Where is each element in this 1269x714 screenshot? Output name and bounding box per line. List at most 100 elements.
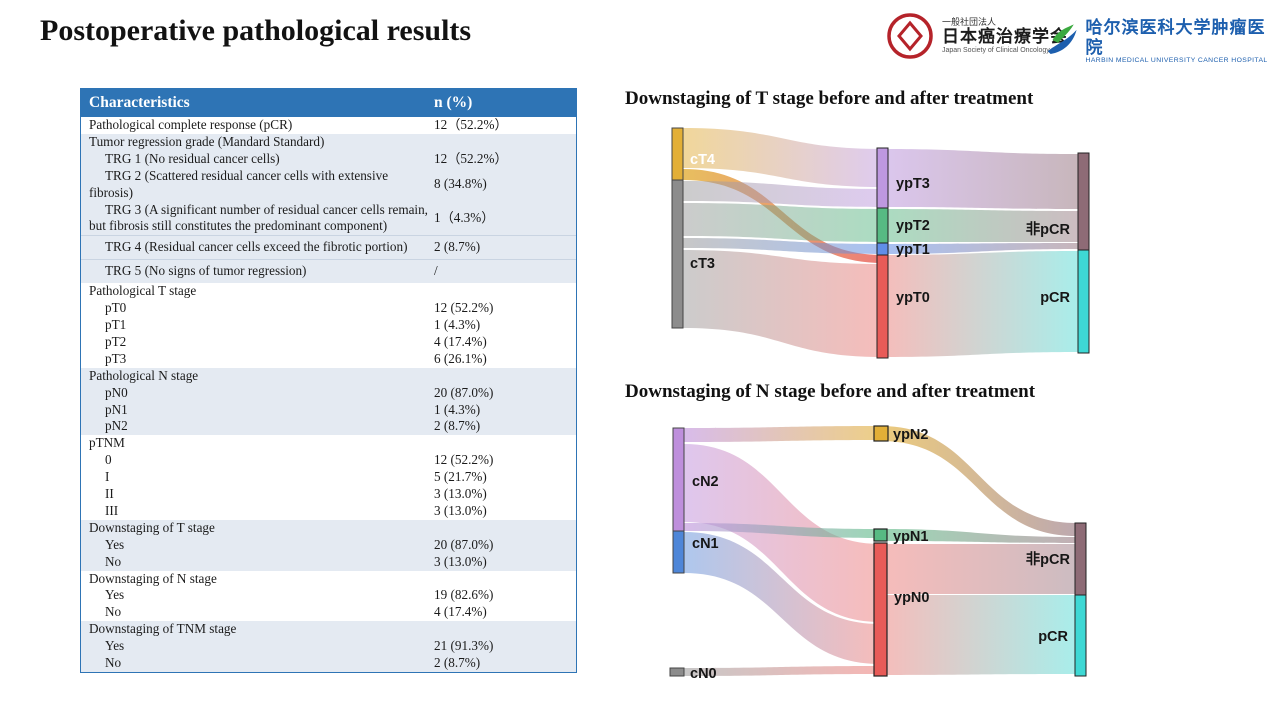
row-value: 4 (17.4%) [434, 604, 487, 620]
row-value: 2 (8.7%) [434, 655, 481, 671]
row-value: 12（52.2%） [434, 150, 508, 166]
row-label: Yes [105, 638, 125, 654]
label-ypT2: ypT2 [896, 218, 930, 234]
flow-ypT1-nonpCR [882, 243, 1079, 254]
row-label: TRG 1 (No residual cancer cells) [105, 150, 280, 166]
flow-cT3-ypT1 [683, 238, 883, 254]
table-row: Pathological N stage [81, 367, 576, 385]
table-row: I 5 (21.7%) [81, 469, 576, 486]
row-label: No [105, 553, 122, 569]
row-label: pT2 [105, 333, 127, 349]
table-row: 0 12 (52.2%) [81, 452, 576, 469]
node-ypT3 [876, 147, 889, 209]
node-nonpCR [1077, 152, 1090, 251]
label-nonpCR: 非pCR [1026, 221, 1071, 238]
table-row: Tumor regression grade (Mandard Standard… [81, 133, 576, 151]
row-label: TRG 4 (Residual cancer cells exceed the … [105, 239, 408, 255]
table-row: Pathological T stage [81, 283, 576, 300]
row-label: pTNM [89, 435, 125, 451]
harbin-line1: 哈尔滨医科大学肿瘤医院 [1085, 18, 1266, 57]
node-ypN1 [873, 528, 888, 542]
node-nonpCR [1074, 522, 1087, 596]
t-stage-sankey-chart: cT4 cT3 ypT3 ypT2 ypT1 ypT0 非pCR pCR [671, 127, 1090, 359]
flow-ypT2-nonpCR [882, 209, 1079, 242]
table-row: Downstaging of TNM stage [81, 621, 576, 639]
flow-ypN2-nonpCR [881, 426, 1076, 536]
row-label: pN1 [105, 401, 128, 417]
row-value: 3 (13.0%) [434, 502, 487, 518]
table-row: No 4 (17.4%) [81, 604, 576, 621]
table-row: pT2 4 (17.4%) [81, 334, 576, 351]
table-row: No 3 (13.0%) [81, 553, 576, 571]
row-label: pN0 [105, 384, 128, 400]
row-label: Yes [105, 587, 125, 603]
col-header-n-percent: n (%) [434, 94, 473, 111]
flow-cN1-ypN0 [684, 532, 880, 664]
label-ypN1: ypN1 [893, 529, 928, 545]
table-row: pN1 1 (4.3%) [81, 401, 576, 419]
row-value: 12 (52.2%) [434, 452, 494, 468]
table-row: Yes 21 (91.3%) [81, 638, 576, 656]
row-label: No [105, 604, 122, 620]
row-label: TRG 3 (A significant number of residual … [89, 201, 428, 234]
label-ypT3: ypT3 [896, 176, 930, 192]
row-value: 3 (13.0%) [434, 486, 487, 502]
label-cN1: cN1 [692, 536, 719, 552]
row-label: pT1 [105, 316, 127, 332]
jsco-emblem-icon [887, 13, 933, 59]
label-nonpCR: 非pCR [1026, 551, 1071, 568]
table-row: Yes 20 (87.0%) [81, 536, 576, 554]
label-ypN2: ypN2 [893, 427, 928, 443]
table-row: Yes 19 (82.6%) [81, 587, 576, 604]
table-row: TRG 4 (Residual cancer cells exceed the … [81, 235, 576, 260]
flow-ypN0-pCR [881, 595, 1076, 675]
table-row: TRG 1 (No residual cancer cells) 12（52.2%… [81, 150, 576, 168]
node-ypT1 [876, 242, 889, 256]
row-value: 2 (8.7%) [434, 418, 481, 434]
row-value: 21 (91.3%) [434, 638, 494, 654]
label-ypT0: ypT0 [896, 290, 930, 306]
row-label: pN2 [105, 418, 128, 434]
flow-ypN0-nonpCR [881, 544, 1076, 594]
row-label: pT3 [105, 350, 127, 366]
node-cT3 [671, 179, 684, 329]
n-stage-sankey-chart: cN2 cN1 cN0 ypN2 ypN1 ypN0 非pCR pCR [669, 425, 1087, 682]
row-label: Yes [105, 536, 125, 552]
jsco-line2: 日本癌治療学会 [942, 27, 1068, 47]
row-value: 12 (52.2%) [434, 300, 494, 316]
row-label: Tumor regression grade (Mandard Standard… [89, 133, 325, 149]
table-row: pN0 20 (87.0%) [81, 384, 576, 402]
flow-cT3-ypT2 [683, 203, 883, 242]
table-row: pTNM [81, 435, 576, 452]
table-row: TRG 2 (Scattered residual cancer cells w… [81, 167, 576, 202]
table-row: TRG 3 (A significant number of residual … [81, 201, 576, 236]
node-ypN0 [873, 542, 888, 677]
row-value: 5 (21.7%) [434, 469, 487, 485]
table-row: Downstaging of N stage [81, 571, 576, 588]
row-label: II [105, 486, 114, 502]
table-row: pN2 2 (8.7%) [81, 418, 576, 436]
row-label: III [105, 502, 119, 518]
jsco-logo: 一般社団法人 日本癌治療学会 Japan Society of Clinical… [886, 12, 1068, 60]
label-ypT1: ypT1 [896, 242, 930, 258]
label-cT4: cT4 [690, 152, 715, 168]
table-body: Pathological complete response (pCR) 12（5… [81, 117, 576, 672]
row-value: 1 (4.3%) [434, 401, 481, 417]
flow-cT4-ypT3 [683, 128, 883, 187]
n-stage-sankey-title: Downstaging of N stage before and after … [625, 381, 1036, 402]
label-cT3: cT3 [690, 256, 715, 272]
table-row: pT3 6 (26.1%) [81, 351, 576, 368]
flow-ypN1-nonpCR [881, 529, 1076, 543]
node-cN1 [672, 530, 685, 574]
node-ypT2 [876, 207, 889, 244]
jsco-line1: 一般社団法人 [942, 17, 997, 28]
jsco-line3: Japan Society of Clinical Oncology [942, 46, 1050, 54]
row-value: 6 (26.1%) [434, 350, 487, 366]
row-label: Downstaging of T stage [89, 519, 215, 535]
row-value: 12（52.2%） [434, 117, 508, 132]
table-row: pT0 12 (52.2%) [81, 300, 576, 317]
node-cN0 [669, 667, 685, 677]
row-value: 3 (13.0%) [434, 553, 487, 569]
row-label: No [105, 655, 122, 671]
